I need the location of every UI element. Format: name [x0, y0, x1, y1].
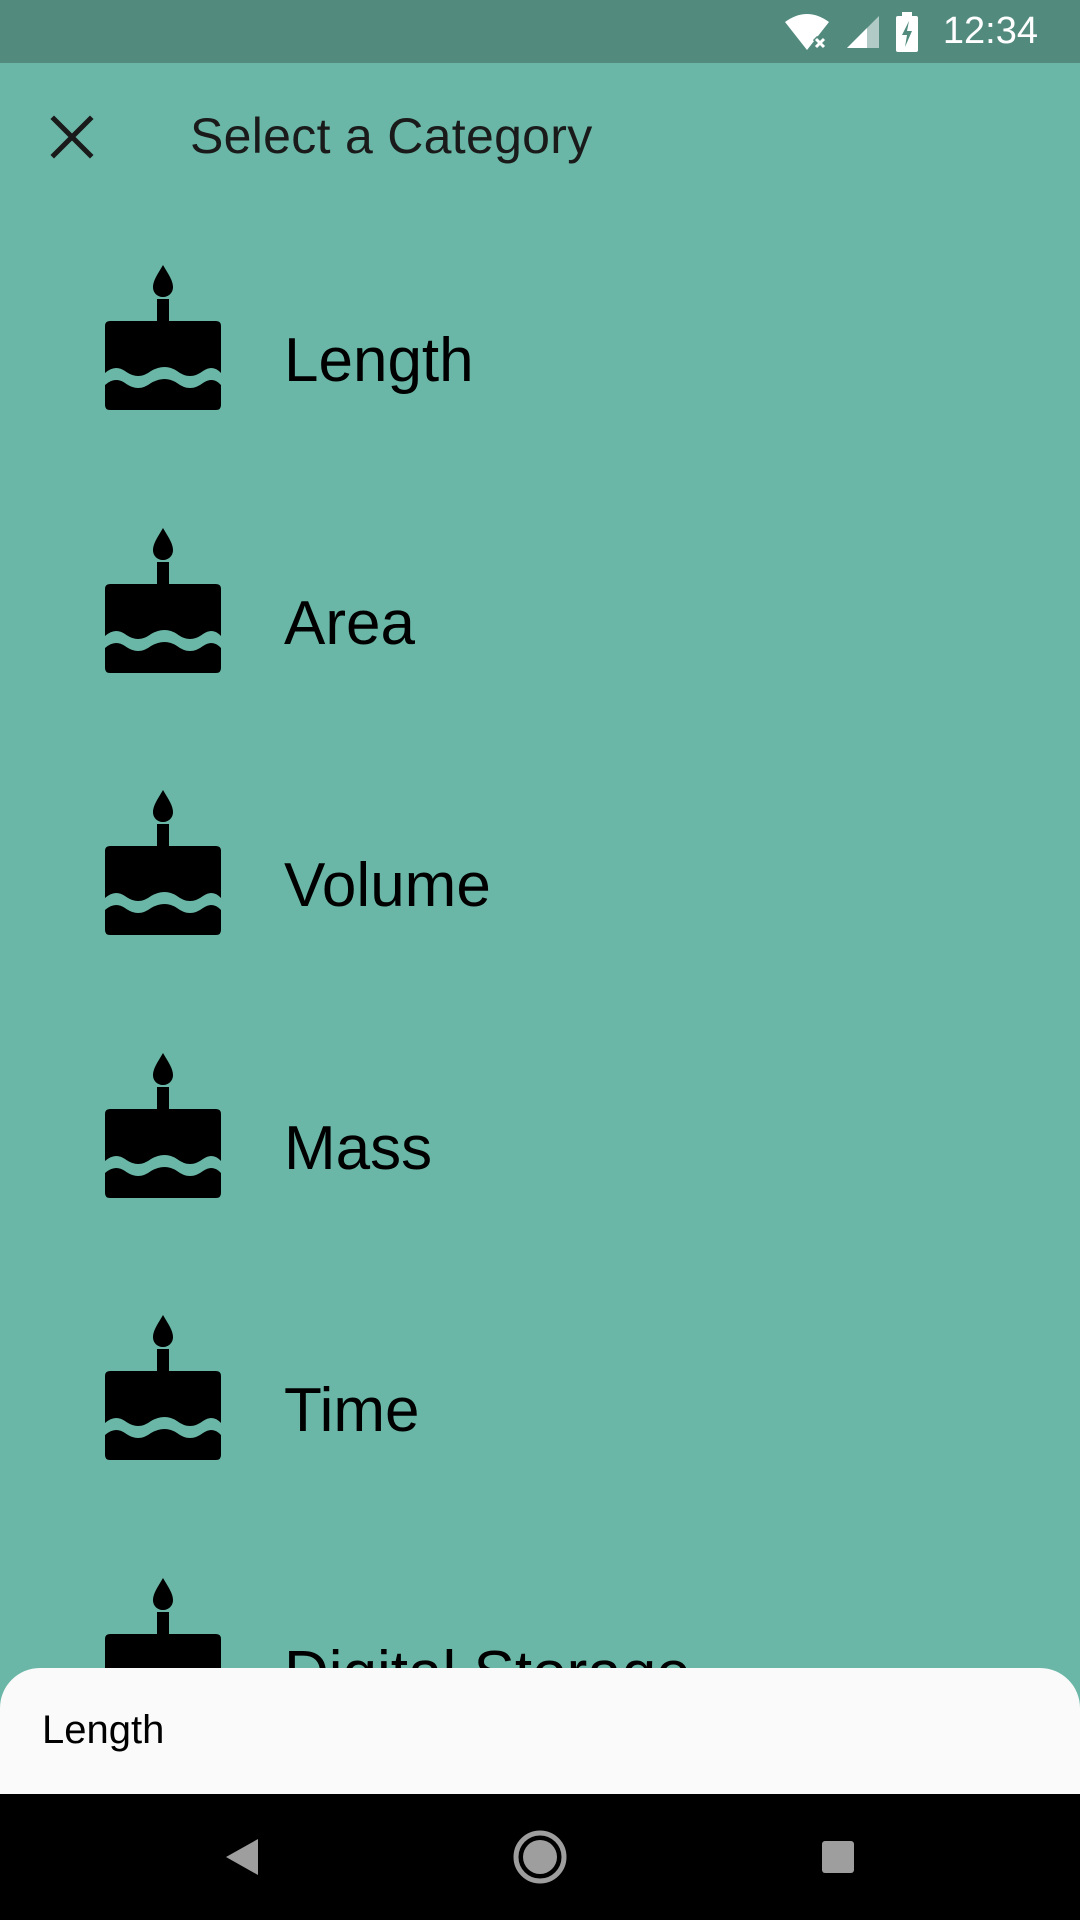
battery-charging-icon [895, 11, 919, 52]
cake-icon [105, 1315, 221, 1460]
cake-icon [105, 1577, 221, 1668]
navigation-bar [0, 1794, 1080, 1920]
selected-category-sheet[interactable]: Length [0, 1668, 1080, 1794]
back-icon [226, 1839, 258, 1875]
cake-icon [105, 790, 221, 935]
signal-icon [845, 14, 881, 50]
status-bar: 12:34 [0, 0, 1080, 63]
status-time: 12:34 [942, 10, 1038, 52]
category-item-digital-storage[interactable]: Digital Storage [0, 1576, 1080, 1669]
cake-icon [105, 527, 221, 673]
main-content: Select a Category Length Area Volume Mas… [0, 63, 1080, 1668]
category-label: Mass [284, 1113, 433, 1183]
wifi-off-icon [783, 12, 831, 52]
home-icon [513, 1830, 567, 1884]
cake-icon [105, 265, 221, 410]
category-item-length[interactable]: Length [0, 263, 1080, 526]
category-item-time[interactable]: Time [0, 1313, 1080, 1576]
category-label: Time [284, 1376, 420, 1445]
category-item-area[interactable]: Area [0, 526, 1080, 789]
category-label: Digital Storage [284, 1638, 691, 1669]
category-label: Length [284, 326, 474, 395]
close-button[interactable] [44, 109, 100, 165]
selected-category-label: Length [42, 1708, 165, 1752]
page-title: Select a Category [190, 108, 593, 164]
cake-icon [105, 1052, 221, 1198]
back-button[interactable] [212, 1827, 272, 1887]
category-label: Area [284, 588, 415, 658]
category-label: Volume [284, 851, 491, 920]
category-list: Length Area Volume Mass Time Digital Sto… [0, 263, 1080, 1668]
recents-button[interactable] [808, 1827, 868, 1887]
home-button[interactable] [510, 1827, 570, 1887]
category-item-mass[interactable]: Mass [0, 1051, 1080, 1314]
app-bar: Select a Category [0, 63, 1080, 213]
recents-icon [822, 1841, 854, 1873]
category-item-volume[interactable]: Volume [0, 788, 1080, 1051]
close-icon [50, 115, 94, 159]
